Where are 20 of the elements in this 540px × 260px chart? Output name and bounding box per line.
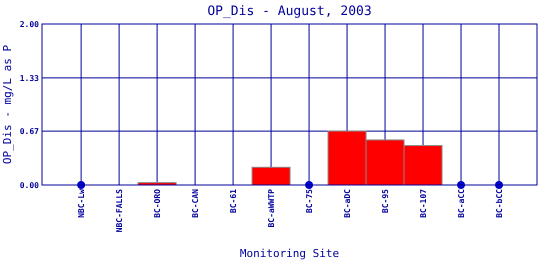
x-tick-label: BC-95 [381, 188, 390, 214]
x-tick-label: BC-61 [229, 188, 238, 214]
bar [252, 166, 291, 186]
x-tick-label: BC-aDC [343, 188, 352, 218]
chart-title: OP_Dis - August, 2003 [207, 4, 372, 19]
x-tick-label: BC-ORO [153, 188, 162, 218]
x-tick-label: BC-aWWTP [267, 188, 276, 228]
x-tick-label: NBC-Lw [77, 188, 86, 218]
x-tick-label: NBC-FALLS [115, 188, 124, 232]
x-tick-label: BC-75 [305, 188, 314, 214]
y-tick-label: 1.33 [20, 74, 40, 83]
x-tick-label: BC-CAN [191, 188, 200, 218]
y-axis-title: OP_Dis - mg/L as P [1, 44, 14, 164]
y-tick-label: 0.67 [20, 127, 40, 136]
y-tick-label: 0.00 [20, 181, 40, 190]
y-tick-label: 2.00 [20, 20, 40, 29]
x-axis-title: Monitoring Site [240, 247, 340, 260]
x-tick-label: BC-bCC [495, 188, 504, 218]
x-tick-label: BC-107 [419, 188, 428, 218]
x-tick-label: BC-aCC [457, 188, 466, 218]
